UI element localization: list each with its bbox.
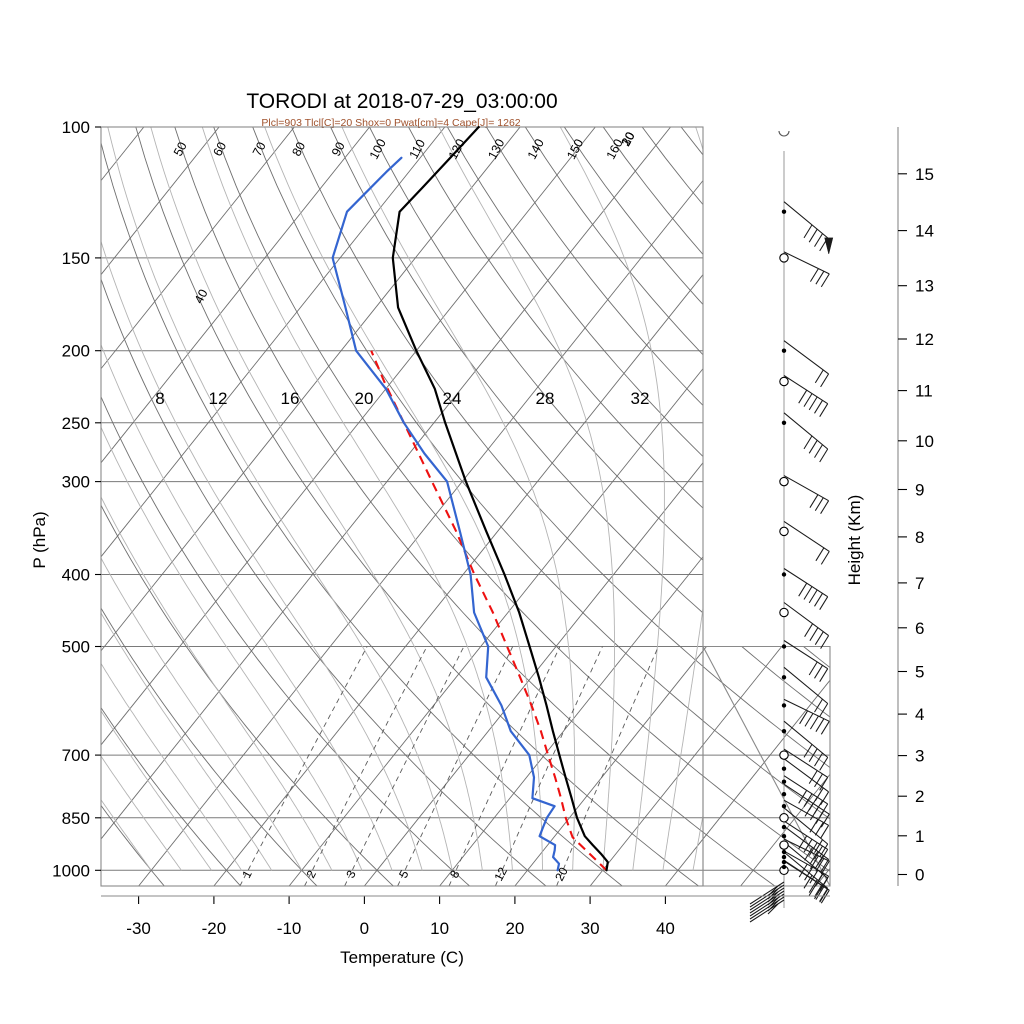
height-axis-tick: 7	[915, 574, 924, 593]
height-axis-tick: 15	[915, 165, 934, 184]
wind-barb	[779, 748, 829, 791]
x-axis-label: Temperature (C)	[340, 948, 464, 967]
p-axis-tick: 250	[62, 414, 90, 433]
wind-barb	[781, 568, 829, 610]
p-axis-tick: 700	[62, 746, 90, 765]
moist-adiabat-label: 32	[631, 389, 650, 408]
moist-adiabat-label: 12	[209, 389, 228, 408]
mixing-ratio-label: 12	[491, 865, 510, 884]
p-axis-tick: 850	[62, 809, 90, 828]
isotherm-label-right: 30	[619, 130, 638, 149]
t-axis-tick: -30	[126, 919, 151, 938]
moist-adiabat-label: 28	[536, 389, 555, 408]
wind-barb	[781, 340, 830, 388]
height-axis-tick: 2	[915, 787, 924, 806]
isotherm-label-right: 10	[619, 130, 638, 149]
wind-barb	[781, 825, 830, 873]
height-axis-tick: 9	[915, 481, 924, 500]
dry-adiabat-label: 80	[289, 140, 308, 159]
moist-adiabat-label: 20	[355, 389, 374, 408]
height-axis-tick: 4	[915, 705, 924, 724]
dry-adiabat-label: 90	[329, 140, 348, 159]
wind-barb	[779, 475, 830, 514]
isotherm-label-right: 20	[619, 130, 638, 149]
height-axis-tick: 14	[915, 222, 934, 241]
dry-adiabat-label: 60	[210, 140, 229, 159]
p-axis-tick: 100	[62, 118, 90, 137]
p-axis-tick: 400	[62, 566, 90, 585]
height-axis-tick: 12	[915, 330, 934, 349]
wind-barb	[781, 851, 829, 902]
wind-barb	[781, 758, 830, 806]
height-axis-tick: 8	[915, 528, 924, 547]
height-axis-tick: 3	[915, 747, 924, 766]
wind-barb	[781, 201, 834, 254]
wind-barb	[781, 799, 830, 839]
p-axis-tick: 300	[62, 473, 90, 492]
dewpoint-curve	[331, 156, 561, 872]
grid-layer	[101, 127, 830, 887]
height-axis-tick: 10	[915, 432, 934, 451]
moist-adiabat-label: 8	[155, 389, 164, 408]
wind-barb	[779, 251, 830, 288]
y2-axis-label: Height (Km)	[845, 495, 864, 586]
moist-adiabat-label: 24	[443, 389, 462, 408]
wind-barb	[749, 899, 785, 923]
y-axis-label: P (hPa)	[30, 511, 49, 568]
dry-adiabat-label: 70	[250, 140, 269, 159]
wind-barb	[781, 640, 829, 682]
t-axis-tick: 30	[581, 919, 600, 938]
dry-adiabat-label: 40	[192, 287, 211, 306]
temperature-curve	[391, 125, 609, 872]
t-axis-tick: 40	[656, 919, 675, 938]
t-axis-tick: 10	[430, 919, 449, 938]
wind-barb	[781, 698, 830, 735]
p-axis-tick: 1000	[52, 861, 90, 880]
t-axis-tick: 20	[505, 919, 524, 938]
wind-barb	[779, 602, 830, 649]
moist-adiabat-label: 16	[281, 389, 300, 408]
wind-barb	[781, 720, 829, 771]
wind-barb	[781, 820, 829, 863]
wind-barb	[781, 412, 829, 463]
t-axis-tick: -20	[202, 919, 227, 938]
height-axis-tick: 11	[915, 382, 933, 401]
p-axis-tick: 500	[62, 638, 90, 657]
height-axis-tick: 13	[915, 277, 934, 296]
plot-frame	[100, 126, 831, 887]
page-title: TORODI at 2018-07-29_03:00:00	[246, 90, 557, 113]
p-axis-tick: 200	[62, 342, 90, 361]
height-axis-tick: 1	[915, 827, 924, 846]
wind-barb	[779, 375, 829, 417]
wind-barb	[781, 666, 829, 717]
wind-barb	[779, 838, 830, 875]
t-axis-tick: 0	[360, 919, 369, 938]
wind-barb	[779, 520, 830, 565]
p-axis-tick: 150	[62, 249, 90, 268]
t-axis-tick: -10	[277, 919, 302, 938]
height-axis-tick: 6	[915, 619, 924, 638]
height-axis-tick: 0	[915, 866, 924, 885]
stability-indices-subtitle: Plcl=903 Tlcl[C]=20 Shox=0 Pwat[cm]=4 Ca…	[261, 117, 520, 129]
parcel-path-curve	[370, 350, 608, 872]
wind-barb	[781, 775, 829, 818]
dry-adiabat-label: 50	[171, 140, 190, 159]
sounding-curves	[331, 125, 609, 872]
height-axis-tick: 5	[915, 663, 924, 682]
